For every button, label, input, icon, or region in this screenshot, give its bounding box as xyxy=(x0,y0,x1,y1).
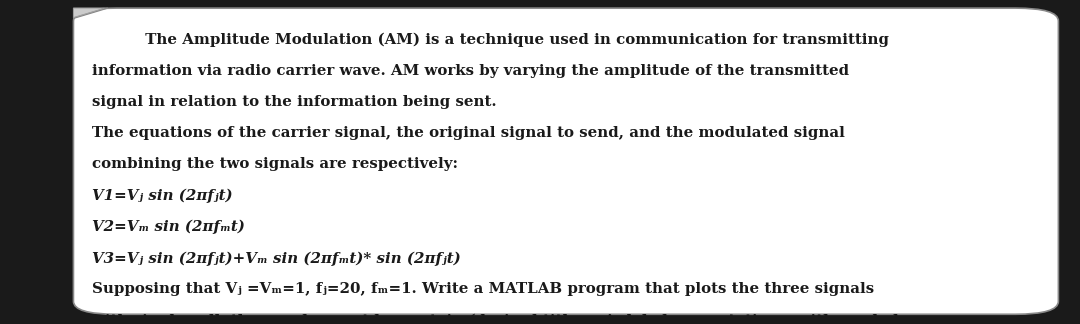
Polygon shape xyxy=(73,8,105,17)
FancyBboxPatch shape xyxy=(73,8,1058,314)
Text: The Amplitude Modulation (AM) is a technique used in communication for transmitt: The Amplitude Modulation (AM) is a techn… xyxy=(92,32,889,47)
Text: Supposing that Vⱼ =Vₘ=1, fⱼ=20, fₘ=1. Write a MATLAB program that plots the thre: Supposing that Vⱼ =Vₘ=1, fⱼ=20, fₘ=1. Wr… xyxy=(92,283,874,296)
Polygon shape xyxy=(73,8,108,18)
Text: signal in relation to the information being sent.: signal in relation to the information be… xyxy=(92,95,497,109)
Text: information via radio carrier wave. AM works by varying the amplitude of the tra: information via radio carrier wave. AM w… xyxy=(92,64,849,78)
Text: The equations of the carrier signal, the original signal to send, and the modula: The equations of the carrier signal, the… xyxy=(92,126,845,140)
Text: combining the two signals are respectively:: combining the two signals are respective… xyxy=(92,157,458,171)
Text: with single call, the graphs must be contain (desired title, axis labels, annota: with single call, the graphs must be con… xyxy=(92,314,907,324)
Text: V2=Vₘ sin (2πfₘt): V2=Vₘ sin (2πfₘt) xyxy=(92,220,245,234)
Text: V3=Vⱼ sin (2πfⱼt)+Vₘ sin (2πfₘt)* sin (2πfⱼt): V3=Vⱼ sin (2πfⱼt)+Vₘ sin (2πfₘt)* sin (2… xyxy=(92,251,460,266)
Text: V1=Vⱼ sin (2πfⱼt): V1=Vⱼ sin (2πfⱼt) xyxy=(92,189,232,203)
